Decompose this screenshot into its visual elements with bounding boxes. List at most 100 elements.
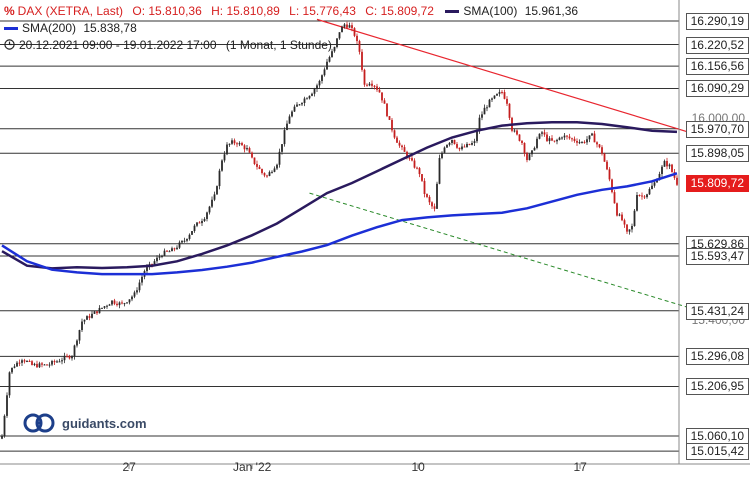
candle-body: [338, 32, 341, 39]
candle-body: [576, 140, 578, 143]
candle-body: [38, 363, 41, 368]
legend-high: H: 15.810,89: [211, 4, 280, 18]
legend-row-quote: % DAX (XETRA, Last) O: 15.810,36 H: 15.81…: [4, 4, 578, 18]
candle-body: [278, 151, 281, 165]
candle-body: [481, 114, 483, 118]
legend-interval: (1 Monat, 1 Stunde): [225, 38, 332, 52]
candle-body: [551, 138, 553, 141]
candle-body: [453, 139, 456, 145]
candle-body: [321, 75, 323, 81]
candle-body: [223, 154, 226, 161]
candle-body: [86, 316, 88, 320]
candle-body: [401, 145, 403, 148]
price-level-lines: [0, 20, 679, 452]
candle-body: [581, 141, 583, 143]
candle-body: [271, 171, 273, 173]
sma100-swatch: [445, 10, 460, 14]
x-axis-tick-label: Jan '22: [233, 460, 272, 474]
candle-body: [391, 119, 393, 131]
candle-body: [436, 183, 438, 209]
candle-body: [303, 98, 306, 104]
candle-body: [313, 88, 316, 94]
candle-body: [503, 92, 506, 99]
candle-body: [416, 167, 418, 169]
candle-body: [36, 363, 38, 368]
candle-body: [141, 276, 143, 283]
candle-body: [328, 57, 331, 62]
candle-body: [343, 24, 346, 27]
candle-body: [228, 143, 231, 145]
candle-body: [383, 100, 386, 104]
candle-body: [601, 147, 603, 154]
candle-body: [521, 140, 523, 144]
price-level-label: 16.220,52: [685, 36, 749, 54]
candle-body: [603, 153, 606, 162]
candle-body: [91, 313, 93, 318]
candle-body: [61, 360, 63, 362]
candle-body: [498, 91, 501, 94]
quote-icon: %: [4, 4, 15, 18]
candle-body: [446, 144, 448, 148]
candle-body: [573, 138, 576, 141]
candle-body: [76, 340, 78, 346]
candle-body: [623, 220, 626, 225]
sma100-line: [1, 121, 678, 270]
candle-body: [266, 175, 268, 177]
sma200-label: SMA(200): [22, 21, 77, 35]
candle-body: [463, 146, 466, 148]
candle-body: [413, 160, 416, 168]
candle-body: [48, 364, 51, 366]
candle-body: [486, 107, 488, 109]
candle-body: [236, 143, 238, 145]
candle-body: [153, 261, 156, 265]
candle-body: [428, 196, 431, 203]
candle-body: [191, 231, 193, 235]
candle-body: [553, 140, 556, 142]
candle-body: [556, 139, 558, 142]
candle-body: [238, 143, 241, 145]
candle-body: [281, 144, 283, 152]
candle-body: [56, 361, 58, 363]
candle-body: [506, 98, 508, 104]
candle-body: [53, 361, 56, 363]
candle-body: [658, 174, 661, 181]
candle-body: [323, 69, 326, 76]
legend-row-period: 20.12.2021 09:00 - 19.01.2022 17:00 (1 M…: [4, 38, 332, 52]
candle-body: [3, 415, 6, 437]
candle-body: [346, 24, 348, 28]
candle-body: [331, 51, 333, 58]
candle-body: [221, 160, 223, 171]
candle-body: [388, 116, 391, 120]
candle-body: [316, 85, 318, 89]
candle-body: [31, 361, 33, 365]
candle-body: [443, 147, 446, 153]
candle-body: [461, 146, 463, 150]
candle-body: [243, 145, 246, 150]
candle-body: [433, 206, 436, 209]
candle-body: [241, 143, 243, 146]
candle-body: [66, 355, 68, 357]
candle-body: [213, 194, 216, 200]
legend-low: L: 15.776,43: [289, 4, 356, 18]
candle-body: [88, 316, 91, 318]
candle-body: [11, 367, 13, 373]
candle-body: [523, 143, 526, 154]
candle-body: [218, 170, 221, 187]
candle-body: [458, 147, 461, 150]
resistance-trendline: [316, 18, 690, 133]
price-level-label: 16.290,19: [685, 13, 749, 30]
candle-body: [546, 134, 548, 142]
candle-body: [518, 134, 521, 141]
candle-body: [363, 69, 366, 85]
candle-body: [186, 238, 188, 241]
candle-body: [106, 305, 108, 307]
candle-body: [431, 202, 433, 207]
candle-body: [158, 256, 161, 258]
candle-body: [326, 61, 328, 70]
sma200-line: [1, 172, 678, 276]
candle-body: [73, 345, 76, 357]
candle-body: [376, 86, 378, 90]
candle-body: [161, 255, 163, 257]
candle-body: [123, 303, 126, 305]
candle-body: [6, 395, 8, 416]
